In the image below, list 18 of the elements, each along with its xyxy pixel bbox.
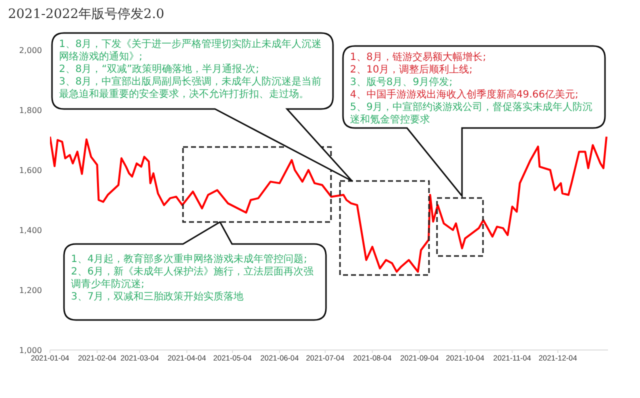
y-tick-label: 1,200 [19, 286, 42, 295]
annotation: 2、10月，调整后顺利上线; [350, 64, 472, 76]
chart-title: 2021-2022年版号停发2.0 [8, 6, 164, 23]
y-tick-label: 1,800 [19, 106, 42, 115]
annotation: 3、8月，中宣部出版局副局长强调，未成年人防沉迷是当前最急迫和最重要的安全要求，决不允许打折扣、走过场。 [59, 76, 322, 100]
y-tick-label: 1,600 [19, 166, 42, 175]
annotation: 3、版号8月、9月停发; [350, 76, 452, 88]
y-tick-label: 1,000 [19, 346, 42, 355]
annotation: 1、4月起，教育部多次重申网络游戏未成年管控问题; [71, 253, 308, 265]
y-tick-label: 1,400 [19, 226, 42, 235]
annotation: 2、6月，新《未成年人保护法》施行，立法层面再次强调青少年防沉迷; [71, 266, 314, 290]
annotation: 4、中国手游游戏出海收入创季度新高49.66亿美元; [350, 88, 578, 100]
y-tick-label: 2,000 [19, 46, 42, 55]
annotation: 1、8月，链游交易额大幅增长; [350, 51, 486, 63]
annotation: 1、8月，下发《关于进一步严格管理切实防止未成年人沉迷网络游戏的通知》; [59, 38, 322, 62]
annotation: 3、7月，双减和三胎政策开始实质落地 [71, 290, 244, 302]
annotation: 5、9月，中宣部约谈游戏公司，督促落实未成年人防沉迷和氪金管控要求 [350, 101, 593, 126]
annotation: 2、8月，“双减”政策明确落地，半月通报-次; [59, 63, 260, 75]
